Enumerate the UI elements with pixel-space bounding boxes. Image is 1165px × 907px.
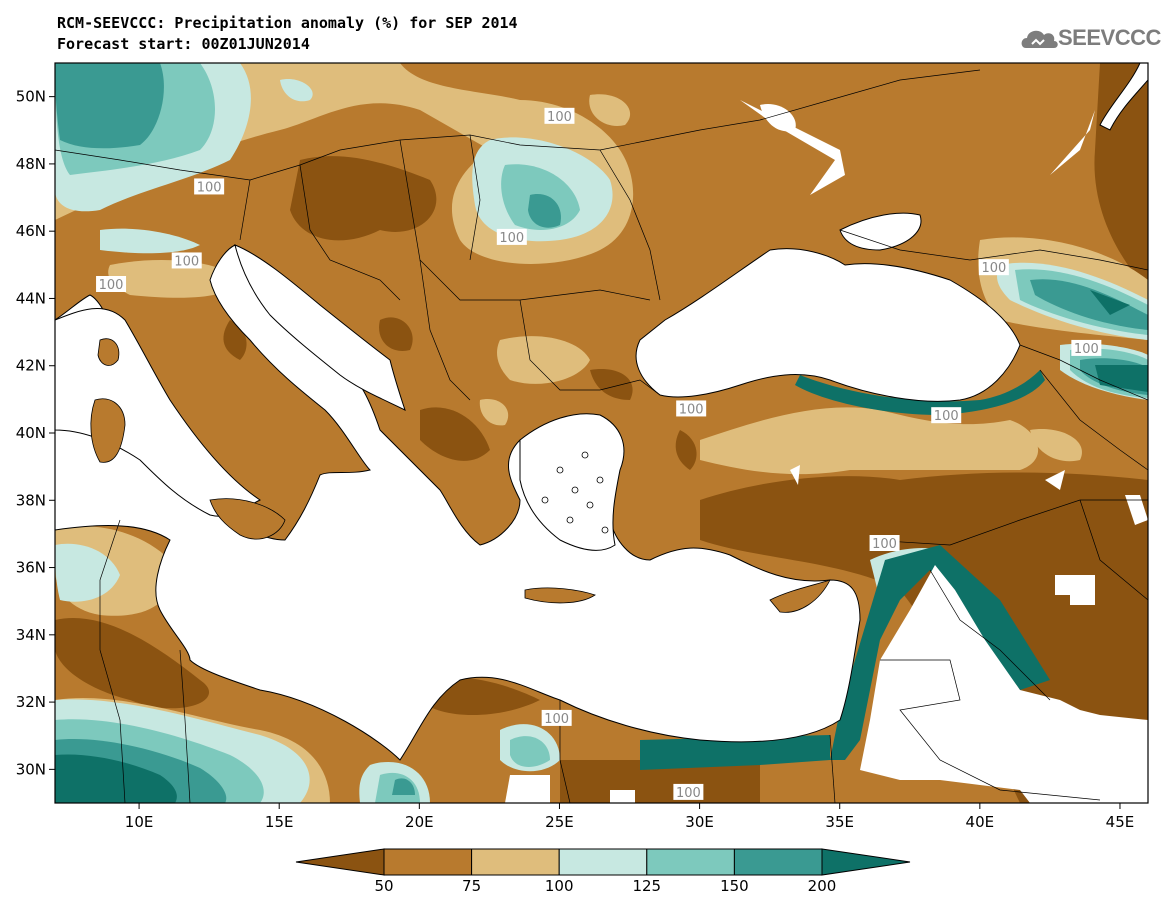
colorbar-tick-label: 100 <box>545 877 574 895</box>
colorbar-tick-label: 75 <box>462 877 481 895</box>
contour-label: 100 <box>99 278 124 293</box>
anomaly-above-200 <box>55 290 1148 803</box>
contour-label-bg <box>496 228 527 245</box>
contour-label-bg <box>978 259 1009 276</box>
lon-tick-label: 35E <box>825 813 854 831</box>
contour-label-bg <box>544 107 575 124</box>
colorbar-bin <box>646 848 735 876</box>
colorbar-tick-label: 125 <box>632 877 661 895</box>
forecast-start-label: Forecast start: 00Z01JUN2014 <box>57 35 310 53</box>
contour-label: 100 <box>981 261 1006 276</box>
contour-label-bg <box>673 783 704 800</box>
map-title: RCM-SEEVCCC: Precipitation anomaly (%) f… <box>57 14 518 32</box>
contour-label-bg <box>96 276 127 292</box>
contour-label-bg <box>541 709 572 726</box>
lat-tick-label: 40N <box>16 424 46 442</box>
lat-tick-label: 48N <box>16 155 46 173</box>
colorbar-bin <box>733 848 823 876</box>
cloud-icon <box>1021 30 1058 48</box>
colorbar-bin <box>471 848 560 876</box>
contour-label-bg <box>869 535 900 551</box>
colorbar-tick-label: 200 <box>808 877 837 895</box>
contour-label: 100 <box>499 231 524 246</box>
contour-label: 100 <box>1074 342 1099 357</box>
lon-tick-label: 25E <box>545 813 574 831</box>
lat-tick-label: 46N <box>16 222 46 240</box>
contour-label-bg <box>171 252 202 269</box>
colorbar-bin <box>383 848 473 876</box>
colorbar-bin <box>295 848 385 876</box>
contour-label: 100 <box>174 254 199 269</box>
lat-tick-label: 42N <box>16 357 46 375</box>
lat-tick-label: 30N <box>16 760 46 778</box>
lon-tick-label: 15E <box>265 813 294 831</box>
lat-tick-label: 34N <box>16 626 46 644</box>
contour-label: 100 <box>676 786 701 801</box>
country-borders <box>55 69 1148 803</box>
contour-label: 100 <box>934 409 959 424</box>
contour-label: 100 <box>544 712 569 727</box>
lon-tick-label: 45E <box>1106 813 1135 831</box>
aegean-islands <box>541 451 609 534</box>
colorbar-tick-label: 150 <box>720 877 749 895</box>
no-data-areas <box>505 100 1148 803</box>
colorbar-bin <box>558 848 648 876</box>
colorbar-bin <box>821 848 911 876</box>
contour-label-bg <box>1071 339 1102 356</box>
contour-label: 100 <box>872 537 897 552</box>
seevccc-logo: SEEVCCC <box>1058 25 1161 50</box>
latitude-axis: 50N 48N 46N 44N 42N 40N 38N 36N 34N 32N 30N <box>16 88 55 778</box>
islands <box>90 338 831 613</box>
colorbar: 50 75 100 125 150 200 <box>295 848 911 895</box>
lat-tick-label: 50N <box>16 88 46 106</box>
lon-tick-label: 40E <box>966 813 995 831</box>
contour-label: 100 <box>197 180 222 195</box>
contour-label-bg <box>194 178 225 195</box>
contour-label: 100 <box>547 110 572 125</box>
lat-tick-label: 32N <box>16 693 46 711</box>
contour-label-bg <box>676 400 707 417</box>
lat-tick-label: 38N <box>16 491 46 509</box>
lon-tick-label: 20E <box>405 813 434 831</box>
lon-tick-label: 30E <box>685 813 714 831</box>
contour-label-bg <box>931 407 962 424</box>
map-plot-area <box>55 63 1148 803</box>
contour-labels: 100 100 100 100 100 100 100 100 100 100 100 100 <box>96 107 1102 801</box>
colorbar-tick-label: 50 <box>374 877 393 895</box>
lat-tick-label: 44N <box>16 289 46 307</box>
lon-tick-label: 10E <box>125 813 154 831</box>
lat-tick-label: 36N <box>16 559 46 577</box>
longitude-axis: 10E 15E 20E 25E 30E 35E 40E 45E <box>125 803 1134 831</box>
contour-label: 100 <box>679 402 704 417</box>
